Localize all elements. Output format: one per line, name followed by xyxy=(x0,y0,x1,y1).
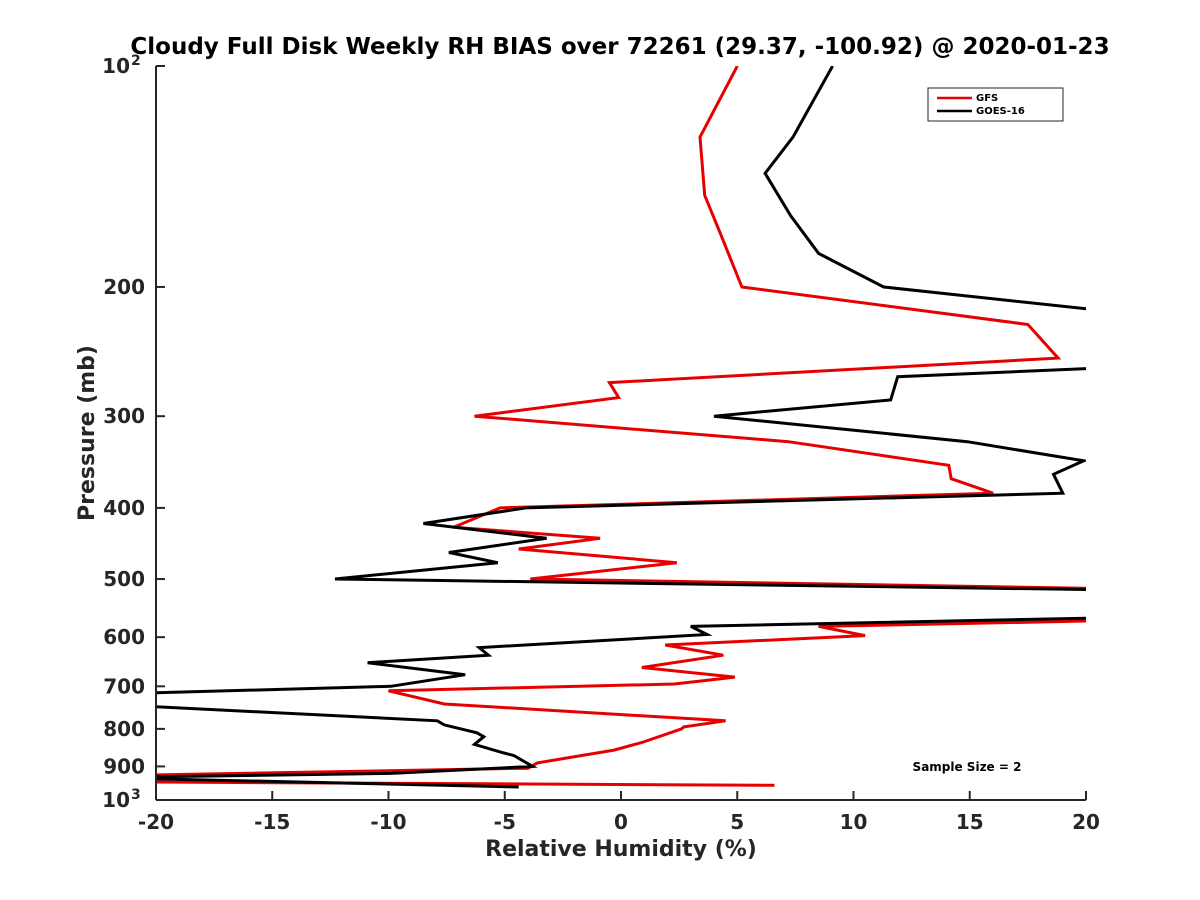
series-layer xyxy=(156,66,1086,789)
legend-label-goes16: GOES-16 xyxy=(976,106,1025,117)
y-tick-label: 700 xyxy=(103,674,145,698)
y-axis-label: Pressure (mb) xyxy=(75,345,100,521)
y-tick-label: 10 xyxy=(102,788,130,812)
sample-size-annotation: Sample Size = 2 xyxy=(913,760,1022,774)
x-tick-label: -15 xyxy=(254,810,290,834)
series-line-goes16 xyxy=(156,66,1086,789)
legend-box xyxy=(927,87,1064,122)
x-tick-label: -20 xyxy=(138,810,174,834)
x-tick-label: 15 xyxy=(956,810,984,834)
legend-label-gfs: GFS xyxy=(976,93,998,104)
chart-title: Cloudy Full Disk Weekly RH BIAS over 722… xyxy=(130,34,1109,60)
x-tick-label: 0 xyxy=(614,810,628,834)
y-tick-label: 600 xyxy=(103,625,145,649)
series-line-gfs xyxy=(156,66,1086,787)
y-tick-exponent: 2 xyxy=(131,53,141,69)
y-tick-label: 400 xyxy=(103,496,145,520)
x-tick-label: 10 xyxy=(840,810,868,834)
x-tick-label: 5 xyxy=(730,810,744,834)
y-tick-exponent: 3 xyxy=(131,787,141,803)
y-tick-label: 800 xyxy=(103,717,145,741)
x-axis-label: Relative Humidity (%) xyxy=(485,837,757,862)
y-tick-label: 200 xyxy=(103,275,145,299)
x-tick-label: -10 xyxy=(370,810,406,834)
y-tick-label: 500 xyxy=(103,567,145,591)
y-tick-label: 900 xyxy=(103,754,145,778)
x-tick-label: 20 xyxy=(1072,810,1100,834)
y-tick-label: 300 xyxy=(103,404,145,428)
x-tick-label: -5 xyxy=(494,810,516,834)
y-tick-label: 10 xyxy=(102,54,130,78)
legend: GFS GOES-16 xyxy=(927,87,1064,122)
x-tick-group: -20 -15 -10 -5 0 5 10 15 20 xyxy=(138,791,1100,834)
